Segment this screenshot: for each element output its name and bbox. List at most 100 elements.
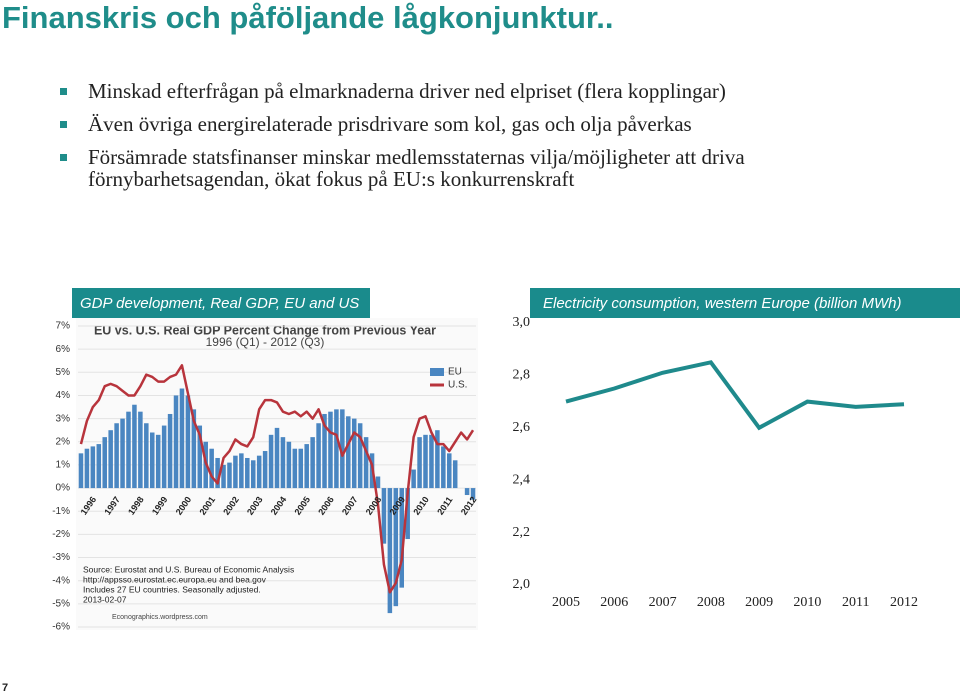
- legend-swatch: [430, 368, 444, 376]
- y-tick-label: 7%: [56, 321, 71, 332]
- y-tick-label: -5%: [52, 598, 70, 609]
- x-tick-label: 2009: [745, 595, 773, 610]
- bar: [191, 409, 197, 489]
- bar: [328, 411, 333, 489]
- charts: GDP development, Real GDP, EU and US Ele…: [52, 288, 960, 633]
- bar: [268, 434, 274, 489]
- bullet: Försämrade statsfinanser minskar medlems…: [60, 146, 920, 190]
- bar: [381, 488, 387, 544]
- bar: [411, 469, 416, 489]
- bar: [138, 411, 143, 489]
- bar: [149, 432, 155, 489]
- chart-heading: Electricity consumption, western Europe …: [543, 295, 901, 312]
- bar: [357, 423, 363, 489]
- bar: [108, 430, 113, 489]
- x-tick-label: 2006: [600, 595, 628, 610]
- x-tick-label: 2007: [649, 595, 677, 610]
- y-tick-label: -2%: [52, 529, 70, 540]
- x-tick-label: 2010: [793, 595, 821, 610]
- bar: [310, 437, 315, 489]
- legend-label: EU: [448, 367, 462, 378]
- source-note: Source: Eurostat and U.S. Bureau of Econ…: [83, 564, 294, 574]
- heading-bar: [72, 288, 370, 318]
- bar: [375, 476, 381, 489]
- bar: [464, 488, 470, 496]
- bar: [393, 488, 399, 607]
- bar: [221, 464, 226, 489]
- bar: [90, 446, 96, 489]
- bar: [161, 425, 167, 489]
- bar: [417, 437, 422, 489]
- line: [79, 364, 475, 594]
- bar: [292, 448, 298, 489]
- y-tick-label: 5%: [56, 367, 71, 378]
- bar: [334, 409, 339, 489]
- legend-label: U.S.: [448, 380, 467, 391]
- bar: [132, 404, 137, 489]
- bar: [245, 457, 250, 489]
- bar: [155, 434, 161, 489]
- bar: [179, 388, 185, 489]
- bar: [209, 448, 214, 489]
- bar: [96, 444, 102, 489]
- bar: [215, 457, 220, 489]
- x-tick-label: 2012: [890, 595, 918, 610]
- bar: [387, 488, 393, 614]
- bar: [351, 418, 357, 489]
- bar: [447, 453, 452, 489]
- x-tick-label: 2008: [697, 595, 725, 610]
- bar: [144, 423, 149, 489]
- bar: [197, 425, 203, 489]
- bar: [239, 453, 244, 489]
- bar: [423, 434, 428, 489]
- bar: [233, 455, 238, 489]
- y-tick-label: 2,6: [513, 420, 531, 435]
- bar: [435, 430, 440, 489]
- bar: [316, 423, 321, 489]
- bar: [441, 446, 446, 489]
- y-tick-label: 2,0: [513, 577, 531, 592]
- bar: [346, 416, 351, 489]
- credit: Econographics.wordpress.com: [112, 614, 208, 621]
- bar: [363, 437, 369, 489]
- bar: [298, 448, 304, 489]
- bar: [173, 395, 179, 489]
- bar: [120, 418, 125, 489]
- bar: [470, 488, 476, 500]
- y-tick-label: 0%: [56, 483, 71, 494]
- x-tick-label: 2005: [552, 595, 580, 610]
- heading-bar: [530, 288, 960, 318]
- y-tick-label: -3%: [52, 552, 70, 563]
- bar: [250, 460, 256, 489]
- bar: [405, 488, 410, 540]
- bar: [227, 462, 232, 489]
- bar: [429, 434, 434, 489]
- source-note: http://appsso.eurostat.ec.europa.eu and …: [83, 574, 267, 584]
- bar: [304, 444, 309, 489]
- bar: [452, 460, 458, 489]
- bar: [256, 455, 262, 489]
- bar: [286, 441, 292, 489]
- y-tick-label: 6%: [56, 344, 71, 355]
- bar: [84, 448, 90, 489]
- y-tick-label: 4%: [56, 390, 71, 401]
- y-tick-label: 3%: [56, 413, 71, 424]
- chart-heading: GDP development, Real GDP, EU and US: [80, 295, 359, 312]
- bar: [262, 451, 268, 489]
- bar: [114, 423, 119, 489]
- y-tick-label: -4%: [52, 575, 70, 586]
- y-tick-label: -6%: [52, 622, 70, 633]
- bar: [340, 409, 345, 489]
- bar: [399, 488, 405, 588]
- source-note: Includes 27 EU countries. Seasonally adj…: [83, 584, 261, 594]
- bullet: Minskad efterfrågan på elmarknaderna dri…: [60, 80, 920, 102]
- y-tick-label: 3,0: [513, 315, 531, 330]
- bar: [78, 453, 84, 489]
- line: [565, 360, 905, 431]
- bullet-list: Minskad efterfrågan på elmarknaderna dri…: [60, 80, 920, 201]
- bar: [185, 395, 191, 489]
- slide-title: Finanskris och påföljande lågkonjunktur.…: [2, 0, 614, 35]
- y-tick-label: 2,2: [513, 525, 531, 540]
- bullet: Även övriga energirelaterade prisdrivare…: [60, 113, 920, 135]
